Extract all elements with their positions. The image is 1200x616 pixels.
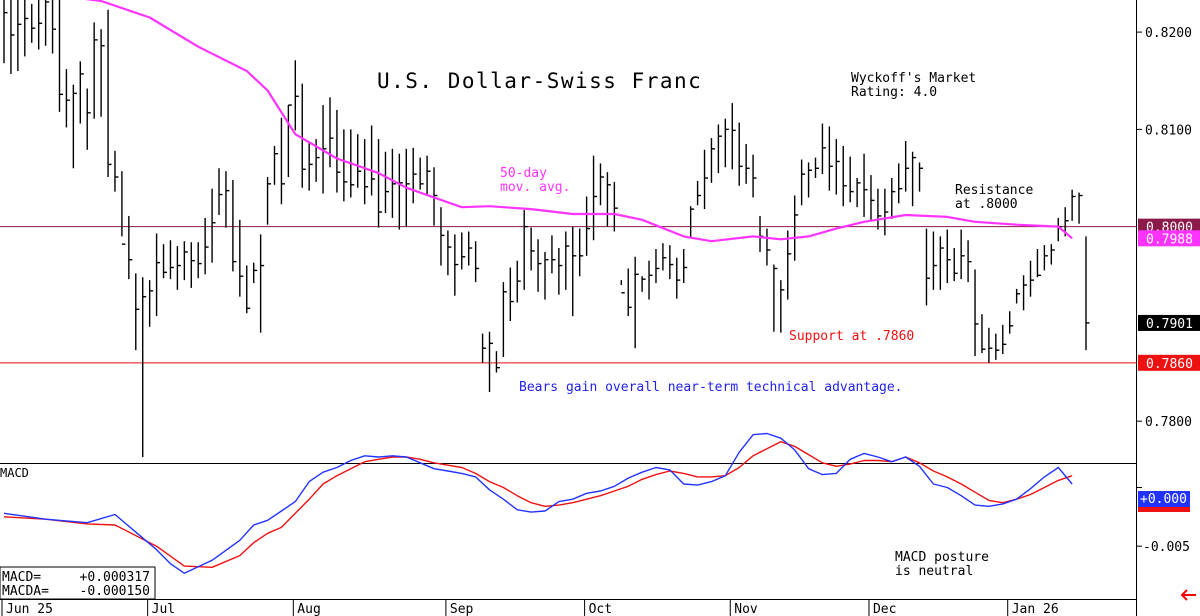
date-label: Jan 26 bbox=[1012, 602, 1059, 616]
support-label: Support at .7860 bbox=[789, 329, 914, 344]
macd-panel-title: MACD bbox=[0, 466, 29, 480]
macd-readout-box: MACD= +0.000317 MACDA= -0.000150 bbox=[0, 566, 156, 600]
price-tag bbox=[1138, 230, 1200, 247]
macda-readout-label: MACDA= bbox=[2, 584, 49, 599]
ma-label-line-1: 50-day bbox=[500, 166, 547, 181]
date-label: Aug bbox=[297, 602, 320, 616]
macd-note-line-1: MACD posture bbox=[895, 550, 989, 565]
level-lines bbox=[0, 226, 1137, 364]
macda-readout-value: -0.000150 bbox=[80, 584, 150, 599]
macd-series-macd bbox=[3, 432, 1073, 574]
price-tag-label: 0.7860 bbox=[1146, 357, 1193, 372]
moving-average-line bbox=[84, 0, 1073, 243]
macd-lines bbox=[3, 432, 1073, 574]
left-arrow-icon-head bbox=[1180, 589, 1188, 601]
date-axis: Jun 25 Jul Aug Sep Oct Nov Dec Jan 26 bbox=[1, 600, 1059, 616]
macd-zero-tag-underlay bbox=[1138, 507, 1190, 512]
date-label: Oct bbox=[589, 602, 612, 616]
price-tick-label: 0.7800 bbox=[1145, 415, 1192, 430]
resistance-label-line-2: at .8000 bbox=[955, 197, 1018, 212]
comment-text: Bears gain overall near-term technical a… bbox=[519, 380, 903, 395]
date-label: Jun 25 bbox=[6, 602, 53, 616]
macd-tick-group: -0.005 bbox=[1136, 486, 1190, 555]
ma-label-line-2: mov. avg. bbox=[500, 180, 570, 195]
price-tick-label: 0.8100 bbox=[1145, 123, 1192, 138]
macd-readout-background bbox=[0, 566, 156, 600]
rating-line-1: Wyckoff's Market bbox=[851, 71, 976, 86]
date-label: Dec bbox=[873, 602, 896, 616]
macd-zero-tag-label: +0.000 bbox=[1140, 492, 1187, 507]
date-label: Jul bbox=[152, 602, 175, 616]
macd-readout-value: +0.000317 bbox=[80, 570, 150, 585]
chart-title: U.S. Dollar-Swiss Franc bbox=[377, 69, 702, 93]
macd-note-line-2: is neutral bbox=[895, 564, 973, 579]
price-tag bbox=[1138, 314, 1200, 331]
price-tag bbox=[1138, 354, 1200, 371]
date-label: Sep bbox=[450, 602, 474, 616]
date-label: Nov bbox=[734, 602, 758, 616]
ohlc-bars bbox=[3, 0, 1090, 458]
macd-zero-tag: +0.000 bbox=[1138, 491, 1190, 512]
macd-zero-tag-background bbox=[1138, 491, 1190, 507]
macd-series-macda bbox=[3, 441, 1073, 568]
macd-tick-label: -0.005 bbox=[1143, 540, 1190, 555]
price-tag-label: 0.7901 bbox=[1146, 317, 1193, 332]
moving-average-group bbox=[84, 0, 1073, 243]
resistance-label-line-1: Resistance bbox=[955, 183, 1033, 198]
rating-line-2: Rating: 4.0 bbox=[851, 85, 937, 100]
macd-readout-label: MACD= bbox=[2, 570, 41, 585]
left-arrow-icon[interactable] bbox=[1180, 589, 1196, 601]
chart-frame bbox=[0, 0, 1137, 616]
price-tag-label: 0.7988 bbox=[1146, 232, 1193, 247]
price-tick-label: 0.8200 bbox=[1145, 26, 1192, 41]
price-tick-group: 0.8200 0.8100 0.7800 bbox=[1136, 26, 1192, 430]
